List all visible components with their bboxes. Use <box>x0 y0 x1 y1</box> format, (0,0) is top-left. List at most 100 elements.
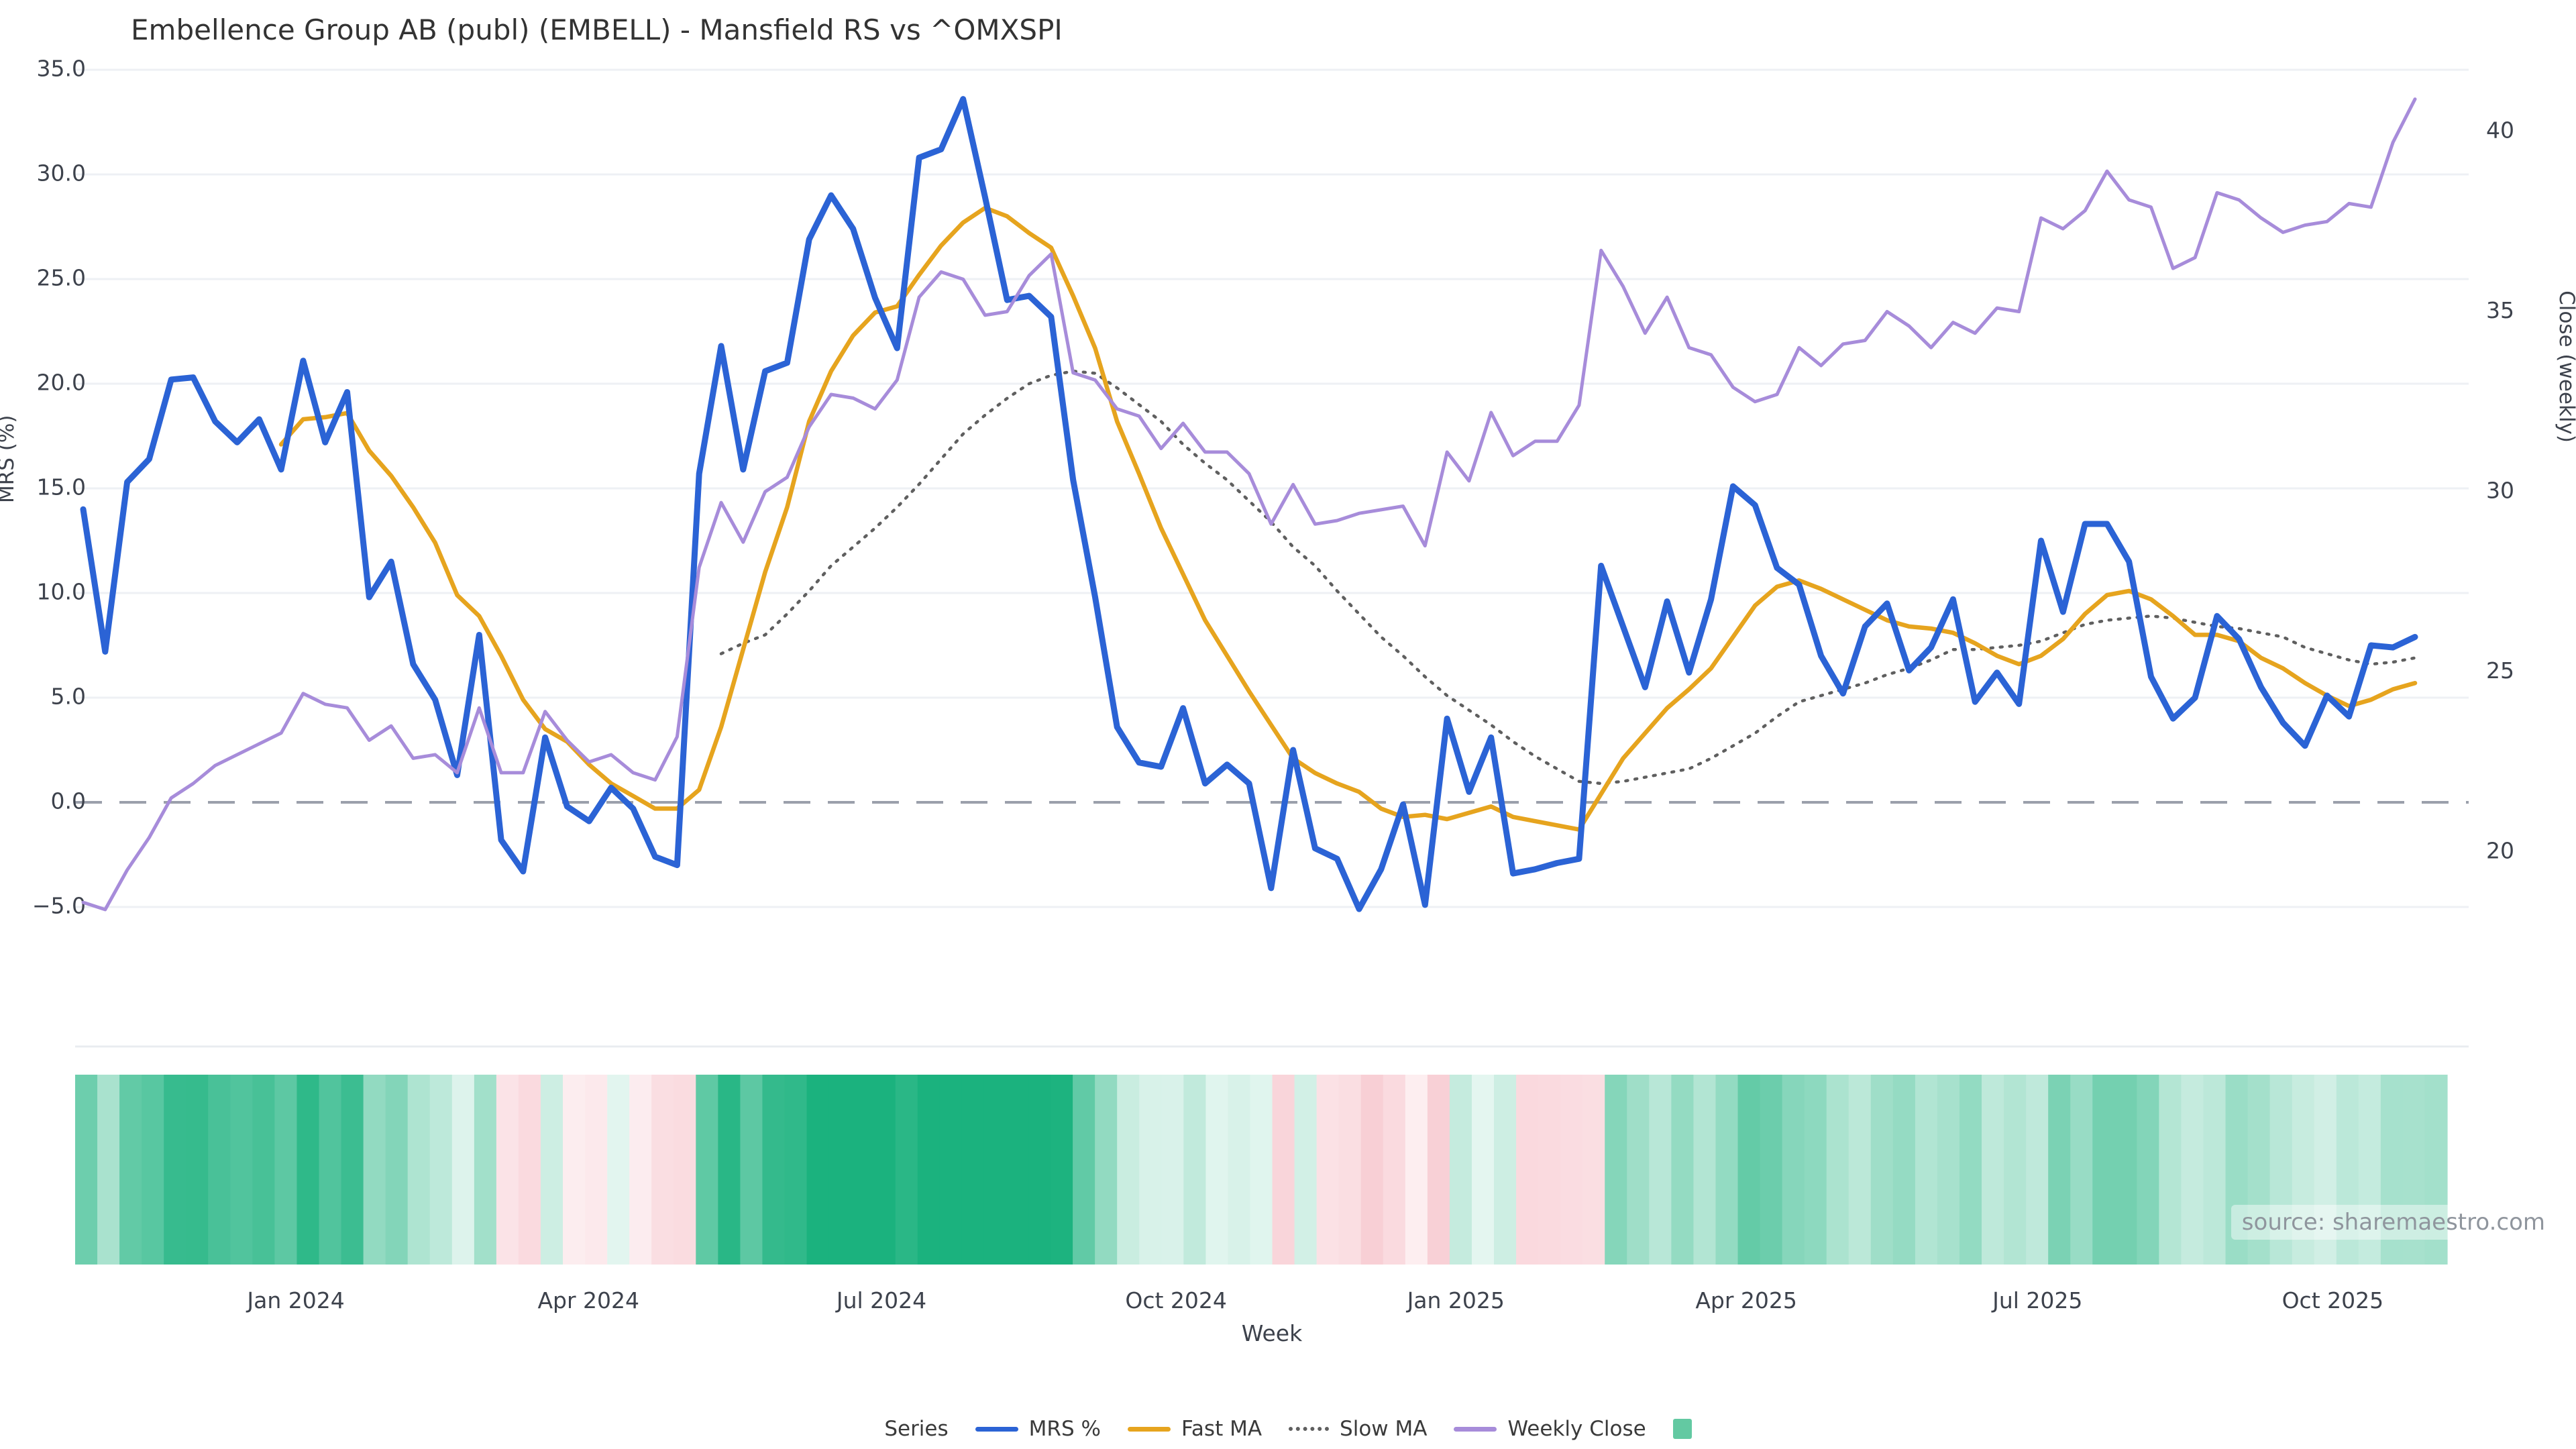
heatmap-cell <box>1804 1075 1827 1265</box>
heatmap-cell <box>696 1075 718 1265</box>
heatmap-cell <box>1006 1075 1029 1265</box>
legend-label: Fast MA <box>1181 1417 1263 1441</box>
heatmap-cell <box>1493 1075 1517 1265</box>
heatmap-cell <box>1250 1075 1273 1265</box>
heatmap-cell <box>2004 1075 2027 1265</box>
heatmap-cell <box>1183 1075 1206 1265</box>
heatmap-cell <box>1605 1075 1627 1265</box>
heatmap-cell <box>1560 1075 1583 1265</box>
heatmap-cell <box>496 1075 519 1265</box>
heatmap-cell <box>2314 1075 2337 1265</box>
heatmap-cell <box>1028 1075 1051 1265</box>
y-tick-label-left: 0.0 <box>51 788 86 814</box>
chart-title: Embellence Group AB (publ) (EMBELL) - Ma… <box>131 13 1063 46</box>
heatmap-cell <box>1117 1075 1140 1265</box>
heatmap-cell <box>1826 1075 1849 1265</box>
series-line-mrs- <box>80 96 2418 912</box>
heatmap-cell <box>1848 1075 1872 1265</box>
heatmap-cell <box>718 1075 741 1265</box>
legend-swatch-icon <box>1454 1426 1497 1432</box>
heatmap-cell <box>1405 1075 1428 1265</box>
heatmap-cell <box>385 1075 409 1265</box>
legend-label: MRS % <box>1028 1417 1101 1441</box>
heatmap-cell <box>851 1075 874 1265</box>
legend-item-fast-ma: Fast MA <box>1127 1417 1263 1441</box>
heatmap-cell <box>2114 1075 2137 1265</box>
x-tick-label: Apr 2025 <box>1695 1287 1797 1313</box>
heatmap-cell <box>164 1075 186 1265</box>
heatmap-cell <box>518 1075 541 1265</box>
heatmap-cell <box>1737 1075 1761 1265</box>
heatmap-cell <box>1959 1075 1982 1265</box>
x-tick-label: Oct 2025 <box>2282 1287 2384 1313</box>
heatmap-cell <box>451 1075 475 1265</box>
y-tick-label-right: 25 <box>2486 657 2514 684</box>
heatmap-cell <box>1870 1075 1894 1265</box>
x-tick-label: Jan 2025 <box>1406 1287 1505 1313</box>
heatmap-cell <box>274 1075 298 1265</box>
series-line-fast-ma <box>278 205 2418 832</box>
x-tick-label: Jul 2025 <box>1991 1287 2082 1313</box>
heatmap-cell <box>961 1075 985 1265</box>
heatmap-cell <box>1693 1075 1717 1265</box>
heatmap-cell <box>97 1075 120 1265</box>
legend-swatch-icon <box>1127 1426 1171 1432</box>
heatmap-cell <box>341 1075 364 1265</box>
heatmap-cell <box>2092 1075 2115 1265</box>
x-axis-label: Week <box>1241 1320 1303 1346</box>
heatmap-cell <box>2181 1075 2204 1265</box>
heatmap-cell <box>1051 1075 1073 1265</box>
heatmap-cell <box>2380 1075 2404 1265</box>
heatmap-cell <box>917 1075 941 1265</box>
heatmap-cell <box>2402 1075 2426 1265</box>
heatmap-cell <box>607 1075 630 1265</box>
heatmap-cell <box>2292 1075 2315 1265</box>
heatmap-cell <box>297 1075 320 1265</box>
heatmap-cell <box>651 1075 674 1265</box>
legend-heatmap-square-icon <box>1672 1419 1692 1439</box>
heatmap-cell <box>2137 1075 2159 1265</box>
heatmap-cell <box>1294 1075 1318 1265</box>
x-tick-label: Apr 2024 <box>537 1287 639 1313</box>
heatmap-cell <box>2225 1075 2249 1265</box>
heatmap-cell <box>1360 1075 1384 1265</box>
x-tick-label: Jan 2024 <box>246 1287 344 1313</box>
heatmap-cell <box>1937 1075 1960 1265</box>
y-tick-label-left: 25.0 <box>37 265 86 291</box>
heatmap-cell <box>1915 1075 1938 1265</box>
series-line-slow-ma <box>719 370 2417 786</box>
y-tick-label-left: 10.0 <box>37 579 86 605</box>
heatmap-cell <box>762 1075 786 1265</box>
heatmap-cell <box>319 1075 342 1265</box>
legend-label: Weekly Close <box>1507 1417 1646 1441</box>
y-tick-label-left: 5.0 <box>51 684 86 710</box>
heatmap-cell <box>740 1075 763 1265</box>
heatmap-cell <box>1316 1075 1340 1265</box>
heatmap-cell <box>1671 1075 1695 1265</box>
y-tick-label-left: 35.0 <box>37 56 86 82</box>
y-tick-label-right: 20 <box>2486 838 2514 864</box>
y-tick-label-left: 20.0 <box>37 370 86 396</box>
heatmap-cell <box>1139 1075 1162 1265</box>
heatmap-cell <box>1782 1075 1805 1265</box>
heatmap-cell <box>806 1075 830 1265</box>
heatmap-cell <box>230 1075 253 1265</box>
heatmap-cell <box>1649 1075 1672 1265</box>
heatmap-cell <box>1427 1075 1450 1265</box>
heatmap-cell <box>2159 1075 2182 1265</box>
legend-swatch-icon <box>975 1426 1018 1432</box>
heatmap-cell <box>252 1075 276 1265</box>
y-tick-label-left: 15.0 <box>37 474 86 500</box>
heatmap-cell <box>828 1075 852 1265</box>
x-tick-label: Oct 2024 <box>1125 1287 1227 1313</box>
legend: Series MRS % Fast MA Slow MA Weekly Close <box>0 1417 2576 1441</box>
heatmap-cell <box>2070 1075 2093 1265</box>
y-tick-label-right: 35 <box>2486 297 2514 323</box>
legend-title: Series <box>884 1417 949 1441</box>
heatmap-cell <box>563 1075 586 1265</box>
heatmap-cell <box>1471 1075 1495 1265</box>
heatmap-cell <box>1272 1075 1295 1265</box>
heatmap-cell <box>75 1075 98 1265</box>
heatmap-cell <box>1760 1075 1783 1265</box>
